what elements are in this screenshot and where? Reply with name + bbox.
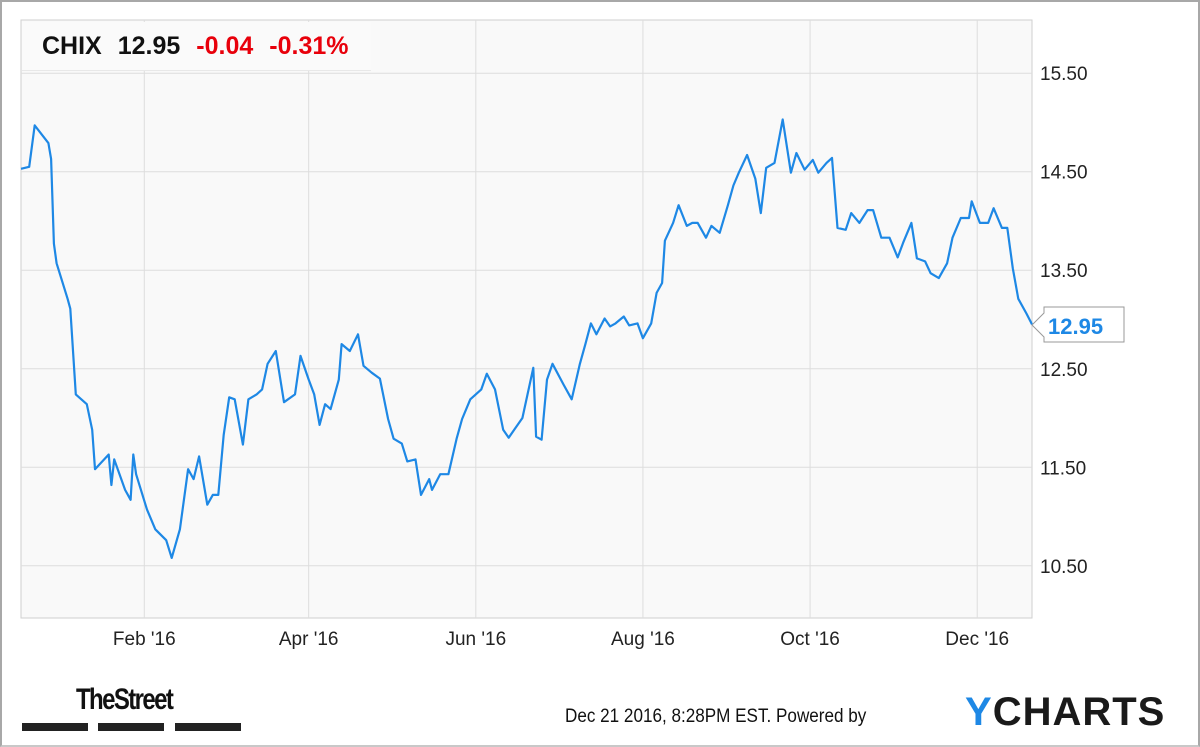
y-tick-label: 11.50	[1040, 458, 1086, 479]
last-price-tag: 12.95	[1031, 306, 1125, 343]
x-tick-label: Oct '16	[780, 629, 840, 650]
ycharts-logo: YCHARTS	[965, 690, 1165, 735]
logo-bar	[98, 723, 164, 731]
y-axis: 10.50 11.50 12.50 13.50 14.50 15.50	[1040, 64, 1088, 578]
x-tick-label: Feb '16	[113, 629, 176, 650]
y-tick-label: 15.50	[1040, 64, 1088, 85]
x-tick-label: Jun '16	[445, 629, 506, 650]
footer-caption: Dec 21 2016, 8:28PM EST. Powered by	[565, 706, 866, 728]
y-tick-label: 14.50	[1040, 163, 1088, 184]
logo-charts: CHARTS	[992, 690, 1166, 734]
last-price-label: 12.95	[1048, 314, 1103, 339]
price-line	[20, 118, 1033, 559]
x-tick-label: Aug '16	[611, 629, 675, 650]
logo-y: Y	[965, 690, 993, 734]
x-tick-label: Apr '16	[279, 629, 339, 650]
price-change-percent: -0.31%	[269, 32, 349, 60]
timestamp: Dec 21 2016, 8:28PM EST.	[565, 706, 772, 727]
y-tick-label: 12.50	[1040, 360, 1088, 381]
ticker-symbol: CHIX	[42, 32, 102, 60]
x-tick-label: Dec '16	[945, 629, 1009, 650]
last-price: 12.95	[117, 32, 181, 60]
powered-by: Powered by	[776, 706, 867, 727]
logo-bar	[175, 723, 241, 731]
gridlines	[21, 20, 1032, 618]
thestreet-logo: TheStreet	[76, 683, 174, 716]
plot-area	[20, 19, 1033, 619]
y-tick-label: 10.50	[1040, 557, 1088, 578]
logo-bar	[22, 723, 88, 731]
quote-header: CHIX 12.95 -0.04 -0.31%	[22, 22, 371, 71]
price-change: -0.04	[196, 32, 254, 60]
x-axis: Feb '16 Apr '16 Jun '16 Aug '16 Oct '16 Dec '…	[113, 629, 1009, 650]
y-tick-label: 13.50	[1040, 261, 1088, 282]
